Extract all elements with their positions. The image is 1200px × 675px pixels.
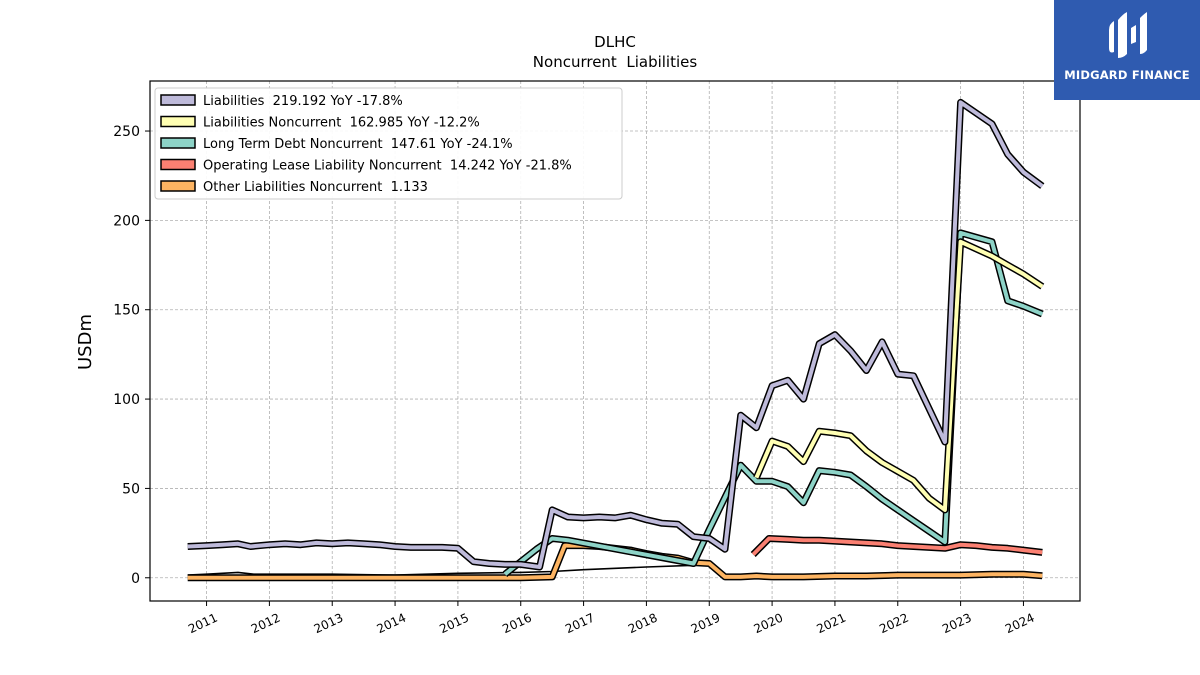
legend-swatch	[160, 94, 196, 106]
legend-entry: Liabilities 219.192 YoY -17.8%	[203, 94, 403, 109]
x-tick-label: 2022	[877, 611, 911, 637]
series-operating-lease-liability-noncurrent	[750, 535, 1043, 557]
legend-entry: Long Term Debt Noncurrent 147.61 YoY -24…	[203, 137, 513, 152]
series-layer	[187, 98, 1045, 582]
series-line	[503, 230, 1044, 576]
logo-mark-icon	[1109, 12, 1147, 58]
series-line	[187, 100, 1044, 569]
series-line	[754, 239, 1044, 512]
y-tick-label: 250	[113, 124, 140, 140]
series-line-outline	[502, 229, 1044, 577]
x-tick-label: 2013	[312, 611, 346, 637]
y-tick-label: 150	[113, 303, 140, 319]
legend-swatch	[160, 180, 196, 192]
legend-box	[154, 87, 623, 200]
auxiliary-line	[187, 563, 710, 576]
legend-entry: Other Liabilities Noncurrent 1.133	[203, 180, 428, 195]
x-tick-label: 2021	[814, 611, 848, 637]
x-tick-label: 2023	[940, 611, 974, 637]
x-tick-label: 2016	[500, 611, 534, 637]
x-tick-label: 2014	[375, 611, 409, 637]
y-tick-label: 100	[113, 392, 140, 408]
axes: 2011 2012 2013 2014 2015 2016 2017 2018 2019 2020…	[113, 124, 1036, 636]
chart-title: DLHC	[594, 33, 636, 51]
y-tick-label: 0	[131, 571, 140, 587]
series-liabilities	[187, 98, 1045, 571]
y-tick-label: 50	[122, 481, 140, 497]
legend-entry: Operating Lease Liability Noncurrent 14.…	[203, 159, 572, 174]
legend-swatch	[160, 115, 196, 128]
y-axis-label: USDm	[75, 314, 96, 370]
plot-frame	[149, 80, 1081, 602]
legend: Liabilities 219.192 YoY -17.8% Liabilitie…	[154, 87, 623, 200]
series-long-term-debt-noncurrent	[502, 229, 1044, 577]
series-liabilities-noncurrent	[753, 238, 1045, 514]
legend-swatch	[160, 137, 196, 149]
x-tick-label: 2015	[437, 611, 471, 637]
y-tick-label: 200	[113, 213, 140, 229]
x-tick-label: 2020	[752, 611, 786, 637]
legend-swatch	[160, 158, 196, 171]
x-tick-label: 2012	[249, 611, 283, 637]
x-tick-label: 2018	[626, 611, 660, 637]
logo-text: MIDGARD FINANCE	[1064, 68, 1190, 82]
chart-subtitle: Noncurrent Liabilities	[533, 53, 698, 71]
x-tick-label: 2024	[1003, 611, 1037, 637]
x-tick-label: 2019	[689, 611, 723, 637]
midgard-finance-logo: MIDGARD FINANCE	[1054, 0, 1200, 100]
legend-entry: Liabilities Noncurrent 162.985 YoY -12.2…	[203, 116, 480, 131]
x-tick-label: 2011	[186, 611, 220, 637]
series-line	[751, 536, 1043, 556]
x-tick-label: 2017	[563, 611, 597, 637]
